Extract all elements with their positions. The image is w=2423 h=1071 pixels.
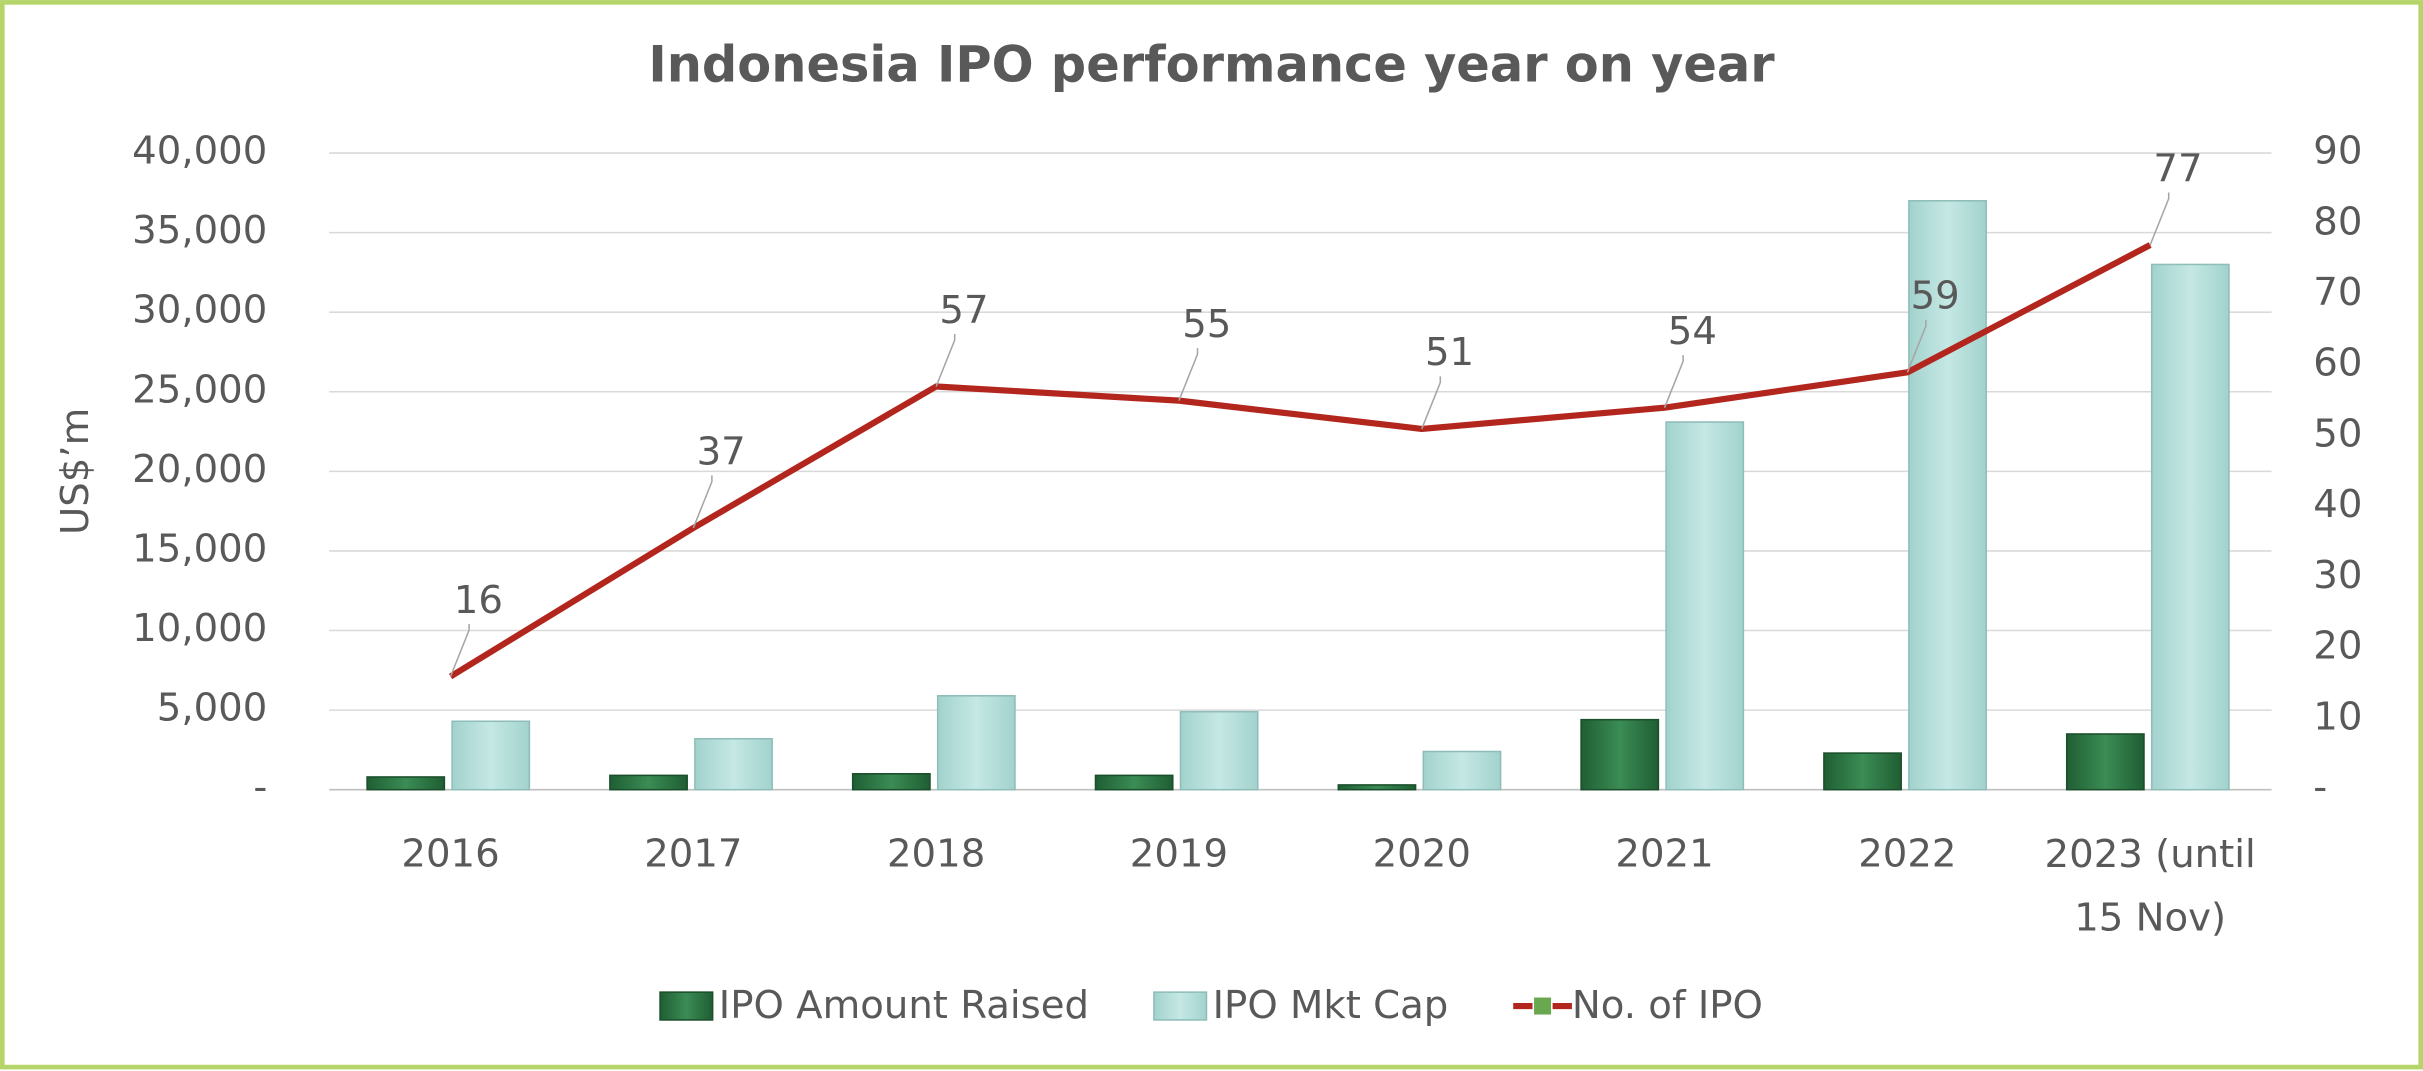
data-label: 59: [1911, 274, 1960, 319]
y2-tick-label: 70: [2313, 270, 2362, 315]
bar: [1094, 774, 1174, 791]
legend-swatch: [659, 991, 714, 1021]
bar: [2065, 733, 2145, 791]
legend-label: IPO Mkt Cap: [1213, 983, 1449, 1028]
data-label: 37: [697, 429, 746, 474]
legend-label: No. of IPO: [1572, 983, 1763, 1028]
data-label: 77: [2153, 146, 2202, 191]
bar: [1908, 200, 1987, 791]
x-tick-label: 2016: [401, 832, 499, 877]
x-tick-label: 2023 (until 15 Nov): [2045, 832, 2256, 940]
bar: [1179, 710, 1259, 791]
data-label: 16: [454, 578, 503, 623]
y-tick-label: 5,000: [157, 686, 268, 731]
data-label: 55: [1182, 302, 1231, 347]
bar: [1665, 421, 1745, 791]
y-tick-label: 15,000: [132, 526, 267, 571]
x-tick-label: 2022: [1858, 832, 1956, 877]
data-label: 57: [939, 288, 988, 333]
y-axis-title: US$’m: [53, 408, 98, 535]
data-label: 54: [1668, 309, 1717, 354]
bar: [366, 776, 446, 791]
bar: [851, 773, 931, 791]
x-tick-label: 2021: [1615, 832, 1713, 877]
y-tick-label: 10,000: [132, 606, 267, 651]
x-tick-label: 2017: [644, 832, 742, 877]
legend-marker: [1532, 995, 1553, 1017]
leader-line: [935, 333, 956, 387]
bar: [936, 695, 1016, 791]
y2-tick-label: 80: [2313, 199, 2362, 244]
bar: [1823, 752, 1902, 791]
legend: IPO Amount Raised IPO Mkt Cap No. of IPO: [659, 983, 1763, 1028]
y2-tick-label: 50: [2313, 412, 2362, 457]
x-tick-label: 2019: [1130, 832, 1228, 877]
legend-label: IPO Amount Raised: [719, 983, 1089, 1028]
x-tick-label: 2020: [1373, 832, 1471, 877]
leader-line: [1663, 355, 1684, 408]
line: [448, 242, 2152, 680]
y2-tick-label: -: [2313, 765, 2327, 810]
y2-tick-label: 90: [2313, 129, 2362, 174]
bar: [609, 774, 688, 791]
y-tick-label: -: [253, 765, 267, 810]
y2-tick-label: 60: [2313, 341, 2362, 386]
y2-tick-label: 30: [2313, 553, 2362, 598]
bar: [1422, 750, 1502, 791]
y-tick-label: 25,000: [132, 367, 267, 412]
y2-tick-label: 40: [2313, 482, 2362, 527]
leader-line: [2149, 192, 2170, 246]
data-label: 51: [1425, 330, 1474, 375]
leader-line: [1421, 376, 1442, 430]
y2-tick-label: 10: [2313, 694, 2362, 739]
chart-title: Indonesia IPO performance year on year: [648, 36, 1775, 94]
legend-swatch: [1153, 991, 1208, 1021]
y-tick-label: 35,000: [132, 208, 267, 253]
x-tick-label: 2018: [887, 832, 985, 877]
bar: [1337, 784, 1417, 791]
leader-line: [692, 475, 713, 529]
leader-line: [1906, 319, 1927, 373]
leader-line: [449, 623, 470, 677]
y-tick-label: 20,000: [132, 447, 267, 492]
y-tick-label: 30,000: [132, 288, 267, 333]
y2-tick-label: 20: [2313, 624, 2362, 669]
bar: [451, 720, 531, 791]
bar: [2150, 263, 2230, 791]
leader-line: [1178, 348, 1199, 401]
bar: [1580, 718, 1660, 791]
bar: [694, 737, 773, 791]
y-tick-label: 40,000: [132, 129, 267, 174]
